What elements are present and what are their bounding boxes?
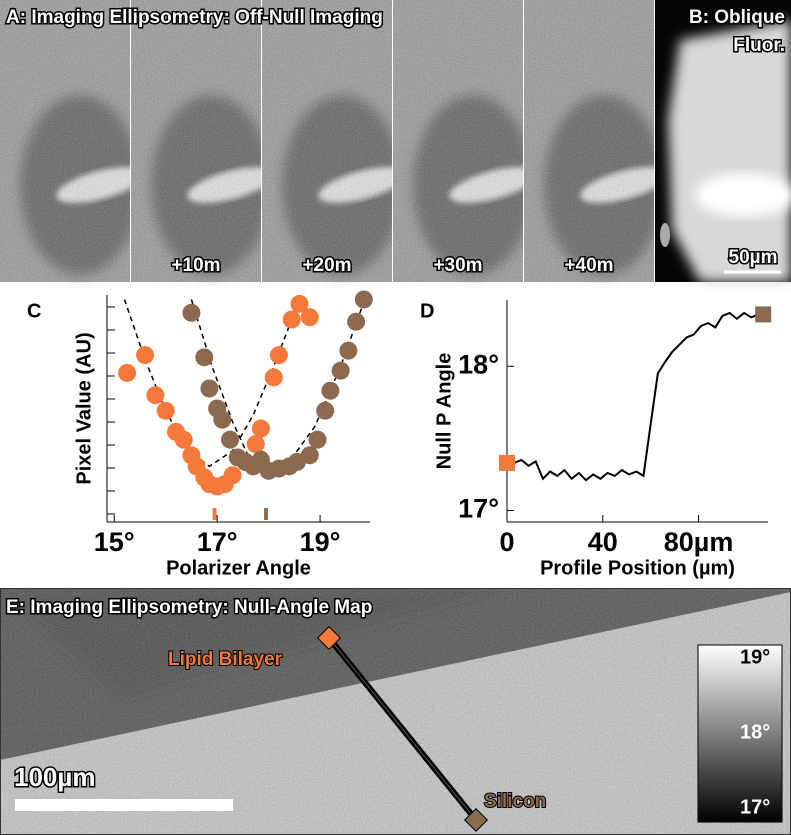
point <box>200 379 219 398</box>
point <box>213 410 232 429</box>
time-label: +40m <box>564 255 613 276</box>
panel-label: C <box>27 300 41 322</box>
null-angle-marker <box>264 508 269 520</box>
point <box>300 308 319 327</box>
point <box>136 346 155 365</box>
point <box>223 466 242 485</box>
bilayer-label: Lipid Bilayer <box>168 649 283 670</box>
y-tick-label: 17° <box>458 494 499 524</box>
point <box>331 361 350 380</box>
y-tick-label: 18° <box>458 349 499 379</box>
x-tick-label: 40 <box>588 527 618 557</box>
panel-b-title: Fluor. <box>733 35 785 56</box>
scale-bar-label: 100µm <box>14 762 95 792</box>
scale-bar-label: 50µm <box>729 247 778 268</box>
point <box>221 430 240 449</box>
point <box>316 401 335 420</box>
point <box>282 310 301 329</box>
x-tick-label: 17° <box>197 527 238 557</box>
point <box>321 381 340 400</box>
x-axis-label: Profile Position (µm) <box>540 557 735 579</box>
point <box>347 312 366 331</box>
fluorescence-image: B: Oblique Fluor. 50µm <box>655 0 791 282</box>
profile-line <box>507 311 764 482</box>
point <box>308 430 327 449</box>
point <box>269 346 288 365</box>
start-marker <box>499 454 515 471</box>
null-angle-map <box>0 588 791 835</box>
silicon-label: Silicon <box>484 791 546 812</box>
point <box>156 401 175 420</box>
x-tick-label: 15° <box>94 527 135 557</box>
point <box>251 419 270 438</box>
fit-curve <box>123 299 301 468</box>
null-angle-marker <box>212 508 217 520</box>
colorbar-label: 19° <box>740 646 770 668</box>
panel-label: D <box>420 300 434 322</box>
point <box>118 363 137 382</box>
colorbar-label: 18° <box>740 721 770 743</box>
y-axis-label: Null P Angle <box>433 353 455 470</box>
point <box>354 290 373 309</box>
tile-noise <box>262 0 393 282</box>
point <box>290 294 309 313</box>
point <box>146 386 165 405</box>
point <box>246 435 265 454</box>
point <box>339 341 358 360</box>
time-label: +10m <box>171 255 220 276</box>
point <box>174 430 193 449</box>
colorbar-label: 17° <box>740 796 770 818</box>
x-tick-label: 0 <box>499 527 514 557</box>
x-tick-label: 19° <box>300 527 341 557</box>
point <box>195 348 214 367</box>
tile-noise <box>131 0 262 282</box>
panel-a-title: A: Imaging Ellipsometry: Off-Null Imagin… <box>6 7 383 28</box>
tile-noise <box>393 0 524 282</box>
tile-noise <box>524 0 655 282</box>
point <box>264 368 283 387</box>
tile-noise <box>0 0 131 282</box>
y-axis-label: Pixel Value (AU) <box>73 332 95 484</box>
panel-b-title: B: Oblique <box>689 7 785 28</box>
point <box>300 446 319 465</box>
x-axis-label: Polarizer Angle <box>166 557 311 579</box>
off-null-images <box>0 0 668 282</box>
time-label: +20m <box>302 255 351 276</box>
x-tick-label: 80µm <box>664 527 734 557</box>
end-marker <box>755 306 772 323</box>
time-label: +30m <box>433 255 482 276</box>
point <box>182 303 201 322</box>
panel-e-title: E: Imaging Ellipsometry: Null-Angle Map <box>6 597 372 618</box>
